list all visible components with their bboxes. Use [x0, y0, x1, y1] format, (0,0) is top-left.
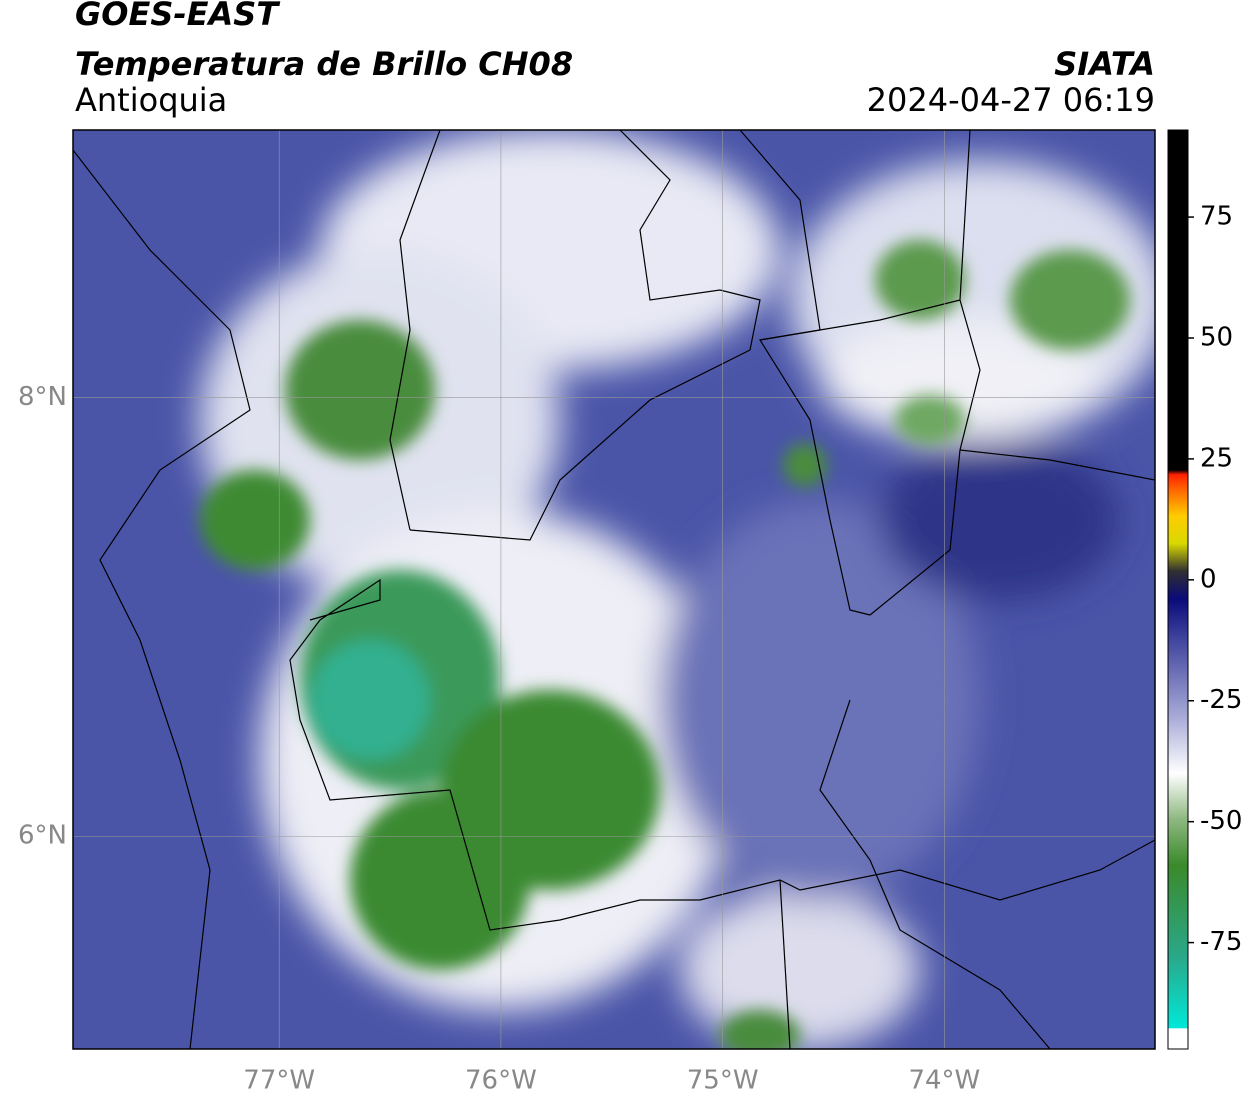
title: GOES-EAST: [75, 0, 280, 33]
colorbar-tick-label: 50: [1200, 322, 1233, 352]
map-frame: [72, 129, 1156, 1050]
x-tick-label: 75°W: [687, 1066, 759, 1096]
satellite-image: [73, 130, 1155, 1049]
region: Antioquia: [75, 81, 227, 119]
colorbar-tick-label: -75: [1200, 927, 1242, 957]
colorbar-tick-label: -50: [1200, 806, 1242, 836]
colorbar-tick-label: -25: [1200, 685, 1242, 715]
x-tick-label: 77°W: [243, 1066, 315, 1096]
colorbar-tick-label: 25: [1200, 443, 1233, 473]
x-tick-label: 76°W: [465, 1066, 537, 1096]
y-tick-label: 8°N: [18, 382, 67, 412]
datetime: 2024-04-27 06:19: [867, 81, 1155, 119]
colorbar: [1167, 129, 1189, 1050]
subtitle: Temperatura de Brillo CH08: [75, 45, 573, 83]
x-tick-label: 74°W: [908, 1066, 980, 1096]
colorbar-tick-label: 0: [1200, 564, 1217, 594]
y-tick-label: 6°N: [18, 821, 67, 851]
source: SIATA: [1054, 45, 1155, 83]
graticule: [73, 130, 1155, 1049]
colorbar-tick-label: 75: [1200, 202, 1233, 232]
